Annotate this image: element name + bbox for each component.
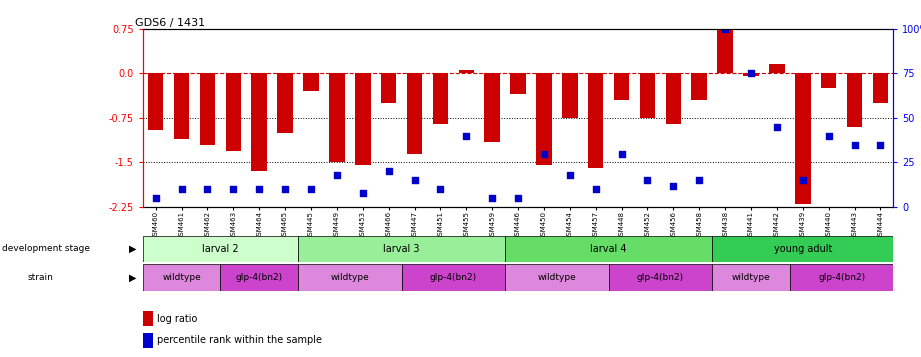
Bar — [143, 236, 298, 262]
Point — [847, 142, 862, 147]
Point — [174, 186, 189, 192]
Point — [537, 151, 552, 156]
Point — [692, 177, 706, 183]
Text: glp-4(bn2): glp-4(bn2) — [236, 273, 283, 282]
Bar — [381, 73, 396, 103]
Text: development stage: development stage — [2, 244, 90, 253]
Bar — [355, 73, 370, 165]
Point — [484, 195, 499, 201]
Point — [873, 142, 888, 147]
Bar — [407, 73, 423, 154]
Point — [640, 177, 655, 183]
Bar — [143, 311, 153, 326]
Bar — [329, 73, 344, 162]
Bar — [588, 73, 603, 169]
Text: glp-4(bn2): glp-4(bn2) — [818, 273, 865, 282]
Point — [251, 186, 266, 192]
Bar — [298, 264, 402, 291]
Bar — [795, 73, 810, 204]
Text: wildtype: wildtype — [538, 273, 577, 282]
Point — [822, 133, 836, 139]
Bar — [148, 73, 163, 130]
Text: larval 3: larval 3 — [383, 244, 420, 254]
Bar — [143, 264, 220, 291]
Bar — [666, 73, 682, 124]
Point — [666, 183, 681, 188]
Point — [381, 169, 396, 174]
Bar — [277, 73, 293, 133]
Text: glp-4(bn2): glp-4(bn2) — [636, 273, 684, 282]
Bar — [692, 73, 707, 100]
Bar — [712, 236, 893, 262]
Text: ▶: ▶ — [129, 272, 136, 282]
Bar — [505, 264, 609, 291]
Bar — [303, 73, 319, 91]
Bar — [174, 73, 190, 139]
Bar — [459, 70, 474, 73]
Point — [278, 186, 293, 192]
Bar — [609, 264, 712, 291]
Bar — [790, 264, 893, 291]
Text: young adult: young adult — [774, 244, 832, 254]
Bar — [821, 73, 836, 88]
Point — [717, 26, 732, 31]
Bar — [562, 73, 577, 118]
Text: wildtype: wildtype — [331, 273, 369, 282]
Bar — [143, 333, 153, 348]
Text: larval 4: larval 4 — [590, 244, 627, 254]
Bar — [769, 64, 785, 73]
Point — [743, 70, 758, 76]
Point — [796, 177, 810, 183]
Bar — [505, 236, 712, 262]
Text: wildtype: wildtype — [162, 273, 201, 282]
Bar — [402, 264, 505, 291]
Bar — [220, 264, 298, 291]
Point — [304, 186, 319, 192]
Bar — [200, 73, 216, 145]
Bar — [717, 30, 733, 73]
Point — [614, 151, 629, 156]
Point — [330, 172, 344, 178]
Bar — [510, 73, 526, 94]
Bar — [640, 73, 655, 118]
Text: glp-4(bn2): glp-4(bn2) — [430, 273, 477, 282]
Bar — [226, 73, 241, 151]
Point — [226, 186, 240, 192]
Point — [563, 172, 577, 178]
Text: wildtype: wildtype — [731, 273, 770, 282]
Bar — [484, 73, 500, 142]
Bar — [743, 73, 759, 76]
Bar — [433, 73, 449, 124]
Bar — [613, 73, 629, 100]
Bar — [846, 73, 862, 127]
Bar — [712, 264, 790, 291]
Point — [459, 133, 473, 139]
Point — [200, 186, 215, 192]
Point — [148, 195, 163, 201]
Text: larval 2: larval 2 — [202, 244, 239, 254]
Text: strain: strain — [28, 273, 53, 282]
Point — [356, 190, 370, 196]
Bar — [251, 73, 267, 171]
Bar — [298, 236, 505, 262]
Point — [510, 195, 525, 201]
Text: GDS6 / 1431: GDS6 / 1431 — [135, 18, 205, 28]
Point — [407, 177, 422, 183]
Text: ▶: ▶ — [129, 244, 136, 254]
Text: log ratio: log ratio — [157, 314, 197, 324]
Point — [770, 124, 785, 130]
Bar — [536, 73, 552, 165]
Bar — [873, 73, 888, 103]
Point — [433, 186, 448, 192]
Text: percentile rank within the sample: percentile rank within the sample — [157, 336, 321, 346]
Point — [589, 186, 603, 192]
